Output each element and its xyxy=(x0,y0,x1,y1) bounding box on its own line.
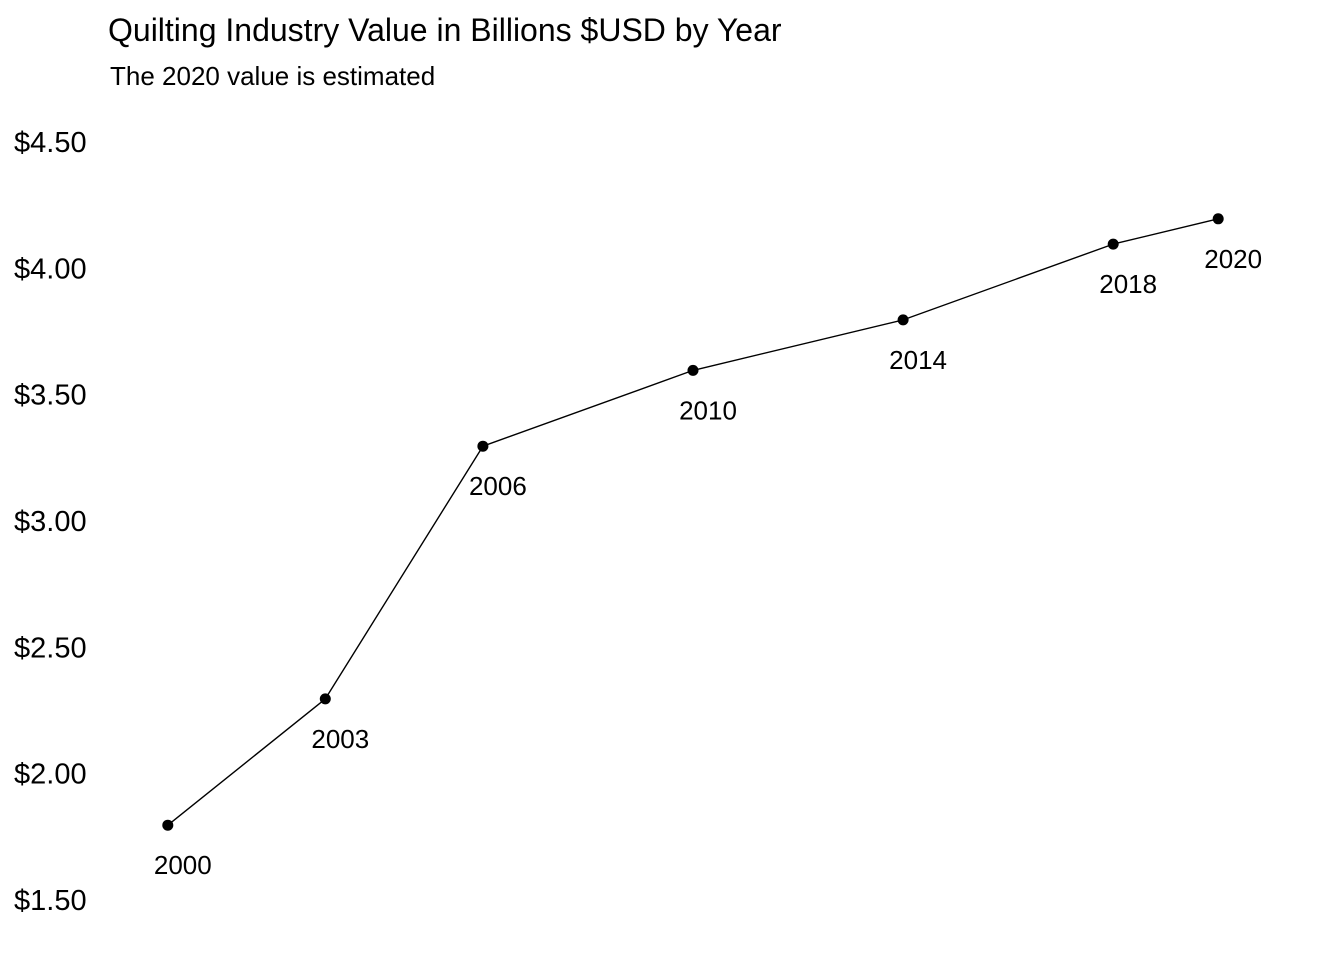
data-point xyxy=(1212,213,1224,225)
data-point xyxy=(162,819,174,831)
point-label: 2018 xyxy=(1099,269,1157,299)
y-tick-label: $3.00 xyxy=(14,506,87,538)
y-tick-label: $1.50 xyxy=(14,885,87,917)
point-label: 2000 xyxy=(154,850,212,880)
point-label: 2020 xyxy=(1204,244,1262,274)
y-tick-label: $3.50 xyxy=(14,380,87,412)
data-point xyxy=(687,364,699,376)
y-tick-label: $2.50 xyxy=(14,632,87,664)
data-point xyxy=(319,693,331,705)
y-tick-label: $4.00 xyxy=(14,253,87,285)
chart-title: Quilting Industry Value in Billions $USD… xyxy=(108,12,782,48)
data-point xyxy=(897,314,909,326)
data-point xyxy=(477,440,489,452)
series-points-group xyxy=(162,213,1224,831)
point-label: 2003 xyxy=(311,724,369,754)
point-label: 2006 xyxy=(469,471,527,501)
point-label: 2014 xyxy=(889,345,947,375)
y-tick-label: $4.50 xyxy=(14,127,87,159)
point-label: 2010 xyxy=(679,395,737,425)
data-point xyxy=(1107,238,1119,250)
chart-subtitle: The 2020 value is estimated xyxy=(110,61,436,91)
y-axis: $1.50 $2.00 $2.50 $3.00 $3.50 $4.00 $4.50 xyxy=(14,127,87,917)
y-tick-label: $2.00 xyxy=(14,759,87,791)
point-labels-group: 2000 2003 2006 2010 2014 2018 2020 xyxy=(154,244,1262,880)
